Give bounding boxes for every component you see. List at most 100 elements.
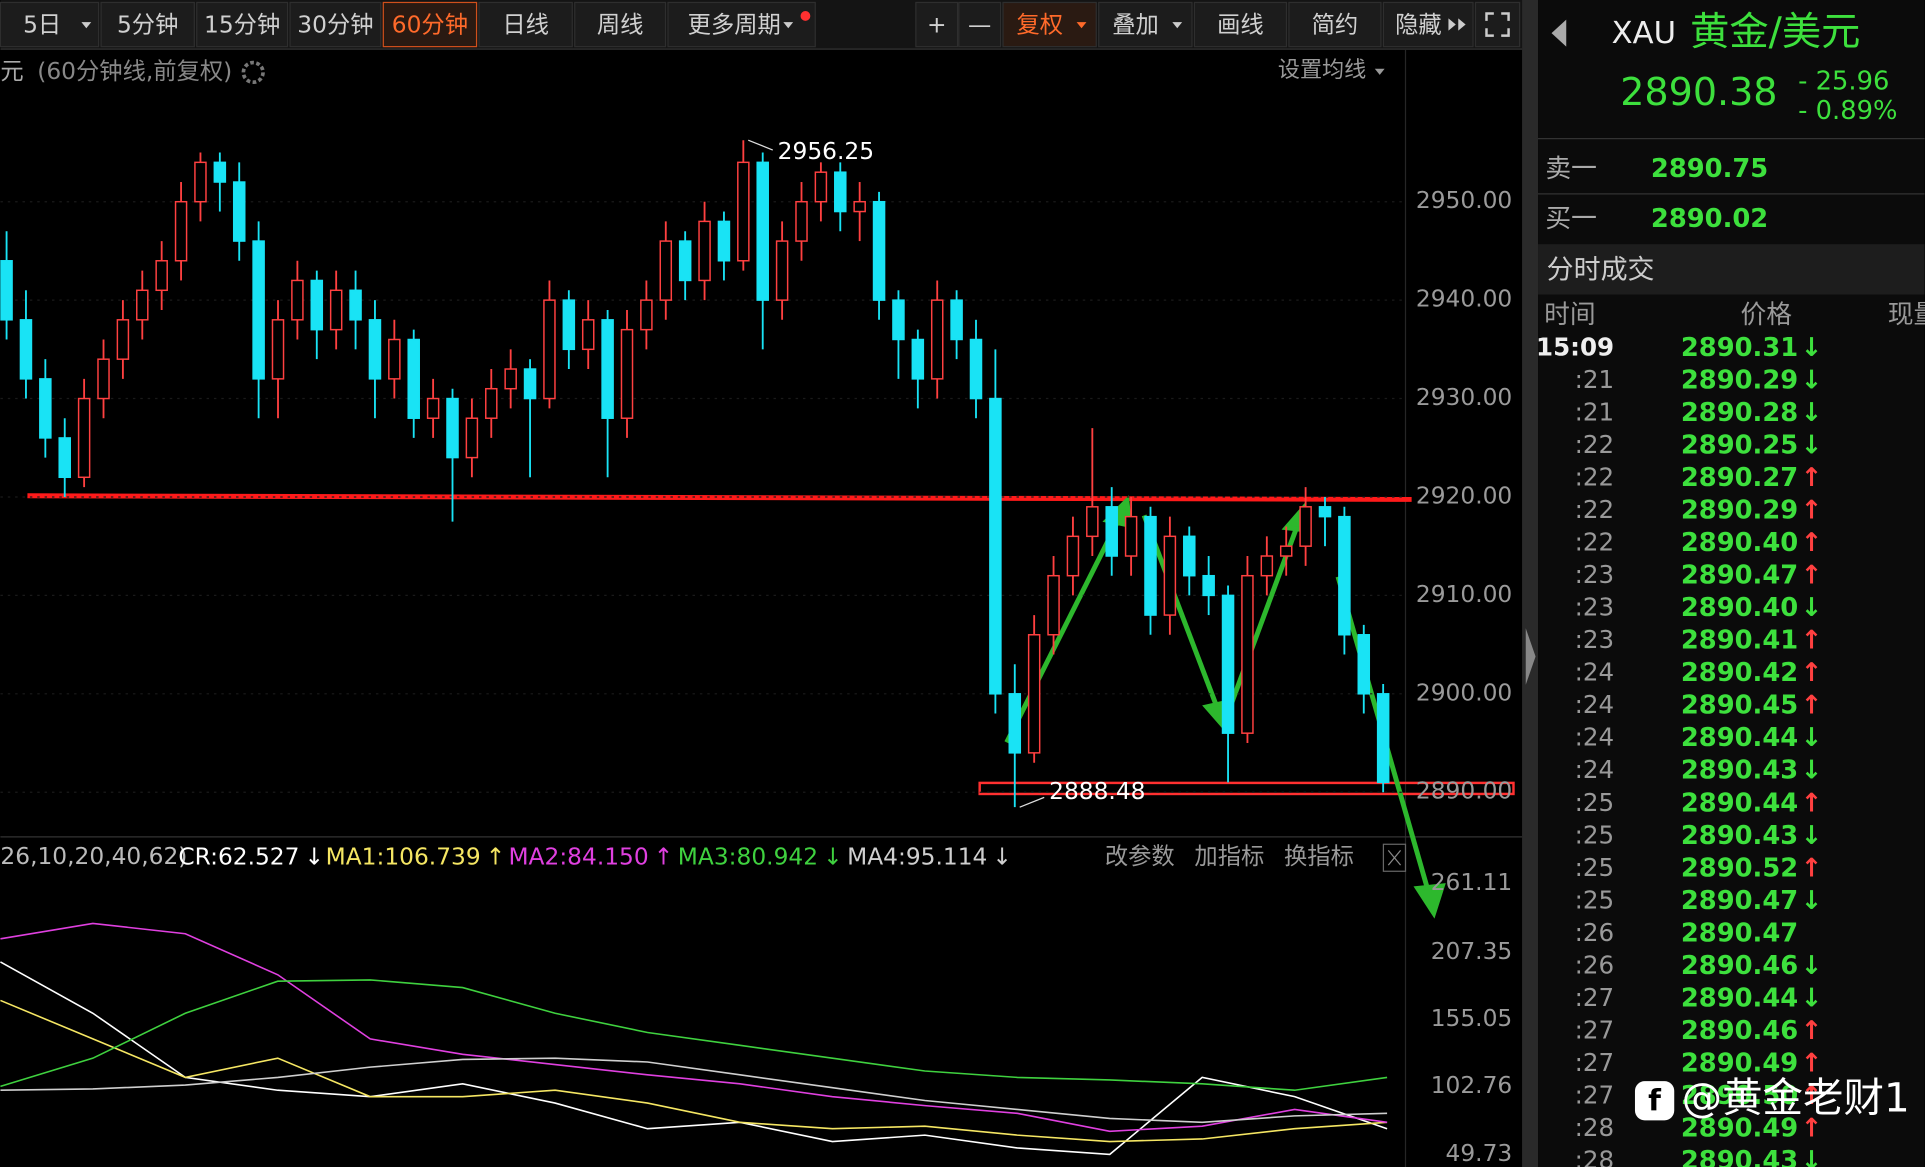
- trade-arrow: ↓: [1801, 951, 1823, 981]
- trade-time: :25: [1575, 885, 1614, 914]
- indicator-y-tick: 49.73: [1446, 1140, 1513, 1167]
- trade-price: 2890.46: [1681, 1016, 1798, 1046]
- trade-time: :25: [1575, 820, 1614, 849]
- trade-price: 2890.42: [1681, 658, 1798, 688]
- high-pointer: [748, 139, 774, 151]
- candle-body: [1027, 634, 1041, 754]
- indicator-line: [0, 922, 1388, 1133]
- trade-arrow: ↑: [1801, 528, 1823, 558]
- trade-time: :26: [1575, 918, 1614, 947]
- candle-body: [1086, 506, 1099, 538]
- trade-price: 2890.43: [1681, 756, 1798, 786]
- legend-name: MA3:80.942: [678, 843, 818, 870]
- candle-body: [1183, 535, 1196, 577]
- trade-time: :25: [1575, 853, 1614, 882]
- indicator-button[interactable]: 改参数: [1105, 843, 1175, 870]
- tool-button[interactable]: [1193, 1, 1288, 48]
- resistance-line: [27, 493, 1412, 502]
- y-tick-label: 2940.00: [1416, 286, 1512, 313]
- candle-body: [1376, 693, 1390, 784]
- candle-body: [756, 161, 769, 301]
- period-button[interactable]: [0, 1, 100, 48]
- trade-time: :23: [1575, 560, 1614, 589]
- trade-arrow: ↑: [1801, 691, 1823, 721]
- tool-label: 隐藏: [1395, 11, 1442, 38]
- trade-price: 2890.49: [1681, 1048, 1798, 1078]
- trade-time: :27: [1575, 1080, 1614, 1109]
- ma-settings[interactable]: 设置均线: [1278, 58, 1366, 83]
- trade-time: :24: [1575, 658, 1614, 687]
- legend-arrow: ↓: [304, 843, 324, 870]
- trade-arrow: ↓: [1801, 756, 1823, 786]
- trade-time: :23: [1575, 625, 1614, 654]
- period-label: 5分钟: [117, 11, 178, 38]
- candle-body: [1144, 515, 1157, 616]
- high-label: 2956.25: [778, 138, 874, 165]
- close-icon: [1387, 850, 1402, 866]
- trade-price: 2890.43: [1681, 821, 1798, 851]
- trade-price: 2890.40: [1681, 593, 1798, 623]
- period-button[interactable]: [574, 1, 667, 48]
- candle-body: [853, 200, 866, 213]
- candle-body: [562, 299, 576, 351]
- candle-body: [155, 260, 168, 292]
- indicator-line: [0, 979, 1388, 1092]
- trade-time: 15:09: [1536, 333, 1614, 362]
- candle-body: [640, 299, 653, 331]
- period-button[interactable]: [289, 1, 382, 48]
- trade-price: 2890.29: [1681, 496, 1798, 526]
- period-button[interactable]: [382, 1, 478, 48]
- indicator-y-tick: 207.35: [1431, 938, 1513, 965]
- period-button[interactable]: [196, 1, 289, 48]
- indicator-button[interactable]: 加指标: [1194, 843, 1264, 870]
- trade-time: :22: [1575, 430, 1614, 459]
- indicator-y-tick: 102.76: [1431, 1072, 1513, 1099]
- candle-body: [795, 200, 808, 242]
- fullscreen-button[interactable]: [1474, 1, 1521, 48]
- trades-title: 分时成交: [1547, 255, 1655, 286]
- trade-price: 2890.31: [1681, 333, 1798, 363]
- trade-price: 2890.44: [1681, 788, 1798, 818]
- candle-body: [814, 171, 828, 203]
- dropdown-caret: [1374, 68, 1385, 75]
- bid-label: 买一: [1545, 204, 1597, 234]
- candle-body: [465, 417, 479, 459]
- trade-arrow: ↓: [1801, 723, 1823, 753]
- side-price: 2890.38: [1620, 70, 1777, 114]
- trade-arrow: ↑: [1801, 463, 1823, 493]
- indicator-button[interactable]: 换指标: [1284, 843, 1354, 870]
- tool-button[interactable]: [958, 1, 1002, 48]
- candle-body: [678, 240, 692, 282]
- candle-body: [0, 260, 13, 321]
- trades-header: [1538, 244, 1925, 295]
- period-button[interactable]: [478, 1, 573, 48]
- close-indicator[interactable]: [1382, 843, 1407, 872]
- candle-body: [911, 338, 925, 380]
- indicator-params: 26,10,20,40,62): [0, 843, 187, 870]
- splitter[interactable]: [1522, 0, 1539, 1167]
- ask-price: 2890.75: [1651, 154, 1768, 184]
- candle-body: [58, 437, 71, 479]
- tool-button[interactable]: [1382, 1, 1474, 48]
- period-button[interactable]: [100, 1, 195, 48]
- support-box: [978, 781, 1515, 796]
- column-header: 现量: [1888, 300, 1925, 330]
- trade-arrow: ↓: [1801, 366, 1823, 396]
- column-header: 时间: [1544, 300, 1596, 330]
- trade-arrow: ↑: [1801, 1081, 1823, 1111]
- tool-button[interactable]: [915, 1, 959, 48]
- tool-button[interactable]: [1288, 1, 1382, 48]
- candle-body: [446, 397, 459, 459]
- legend-name: MA1:106.739: [326, 843, 481, 870]
- candle-body: [737, 161, 750, 262]
- indicator-legend: MA1:106.739 ↑: [326, 843, 506, 870]
- back-arrow[interactable]: [1551, 19, 1567, 47]
- period-label: 60分钟: [392, 11, 468, 38]
- candle-body: [1260, 555, 1274, 577]
- period-label: 日线: [502, 11, 549, 38]
- period-label: 周线: [597, 11, 644, 38]
- trade-arrow: ↓: [1801, 1146, 1823, 1167]
- dropdown-caret: [81, 22, 92, 29]
- candle-body: [892, 299, 905, 341]
- trade-price: 2890.49: [1681, 1113, 1798, 1143]
